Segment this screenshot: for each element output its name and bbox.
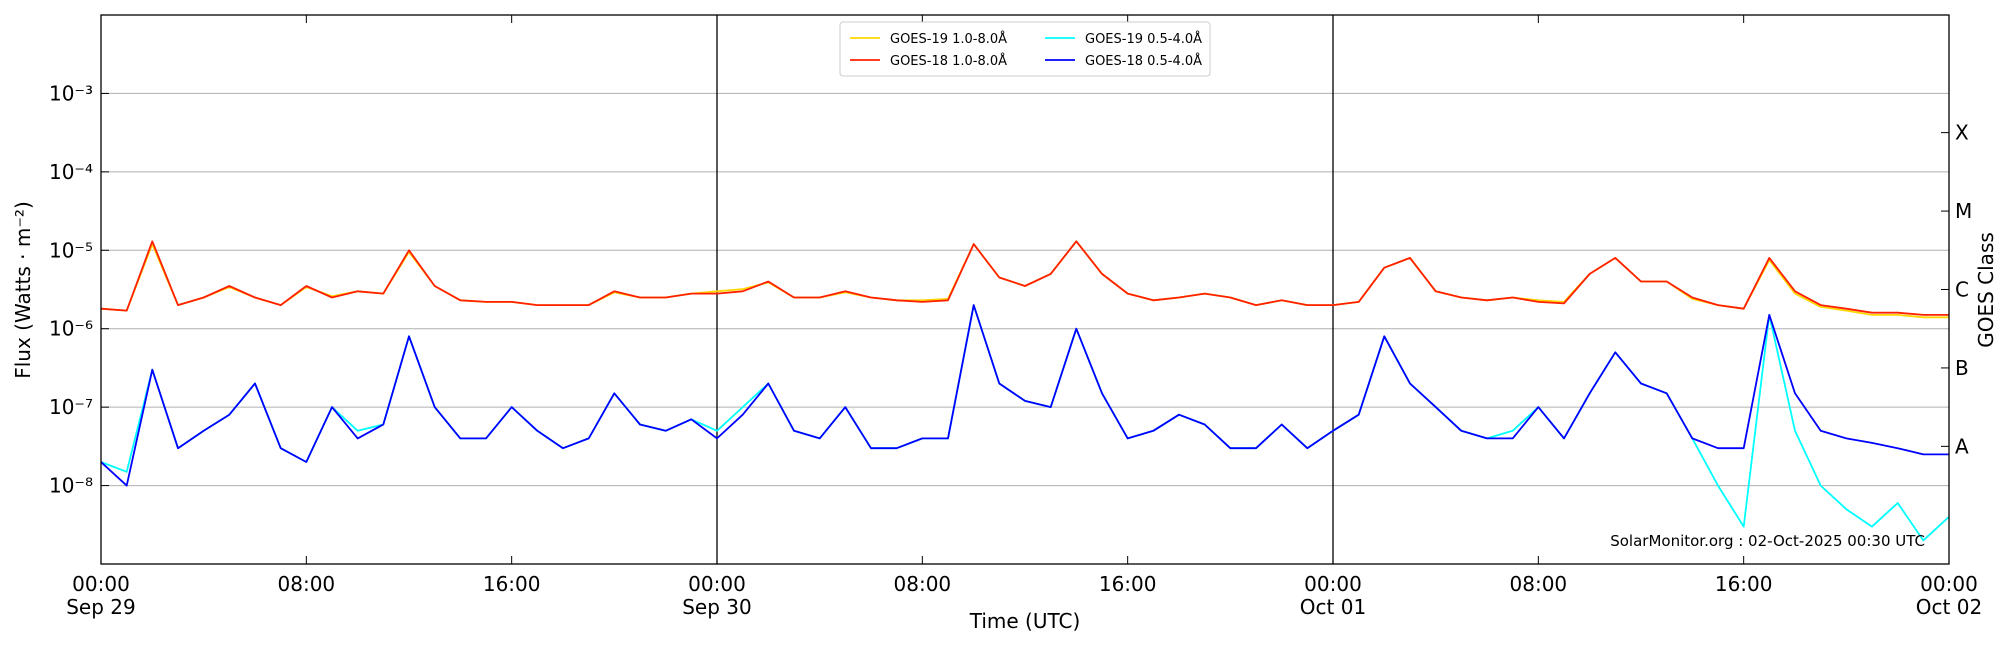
series-line — [101, 240, 1949, 319]
series-line — [101, 304, 1949, 542]
y-tick-label: 10⁻⁷ — [49, 395, 93, 419]
x-tick-label: 00:00 — [1920, 572, 1978, 596]
x-tick-date: Sep 29 — [66, 595, 136, 619]
watermark: SolarMonitor.org : 02-Oct-2025 00:30 UTC — [1610, 532, 1925, 550]
series-line — [101, 240, 1949, 316]
y2-tick-label: A — [1955, 434, 1969, 458]
legend-box — [839, 21, 1211, 77]
x-axis-label: Time (UTC) — [969, 609, 1081, 633]
x-tick-label: 16:00 — [483, 572, 541, 596]
x-tick-date: Oct 01 — [1300, 595, 1366, 619]
legend: GOES-19 1.0-8.0Å GOES-18 1.0-8.0Å GOES-19 … — [839, 21, 1211, 77]
x-tick-date: Oct 02 — [1916, 595, 1982, 619]
x-tick-label: 16:00 — [1099, 572, 1157, 596]
legend-label: GOES-19 0.5-4.0Å — [1085, 31, 1202, 47]
lines-layer — [101, 240, 1949, 542]
plot-frame — [100, 14, 1950, 565]
x-tick-label: 00:00 — [1304, 572, 1362, 596]
x-tick-label: 16:00 — [1715, 572, 1773, 596]
x-tick-label: 08:00 — [894, 572, 952, 596]
x-tick-date: Sep 30 — [682, 595, 752, 619]
y-tick-label: 10⁻⁴ — [49, 160, 93, 184]
x-tick-label: 00:00 — [72, 572, 130, 596]
y2-axis-label: GOES Class — [1974, 232, 1998, 348]
y2-tick-label: M — [1955, 199, 1972, 223]
legend-label: GOES-18 0.5-4.0Å — [1085, 53, 1202, 69]
y-tick-label: 10⁻⁸ — [49, 474, 93, 498]
x-tick-label: 08:00 — [1510, 572, 1568, 596]
y2-tick-label: X — [1955, 121, 1969, 145]
grid-layer — [101, 15, 1949, 564]
x-tick-label: 00:00 — [688, 572, 746, 596]
legend-label: GOES-18 1.0-8.0Å — [890, 53, 1007, 69]
legend-label: GOES-19 1.0-8.0Å — [890, 31, 1007, 47]
y-axis-label: Flux (Watts · m⁻²) — [11, 201, 35, 379]
y2-tick-label: C — [1955, 278, 1969, 302]
y-tick-label: 10⁻³ — [49, 81, 93, 105]
y-tick-label: 10⁻⁵ — [49, 238, 93, 262]
y-tick-label: 10⁻⁶ — [49, 317, 93, 341]
series-line — [101, 304, 1949, 487]
x-tick-label: 08:00 — [278, 572, 336, 596]
y2-tick-label: B — [1955, 356, 1969, 380]
